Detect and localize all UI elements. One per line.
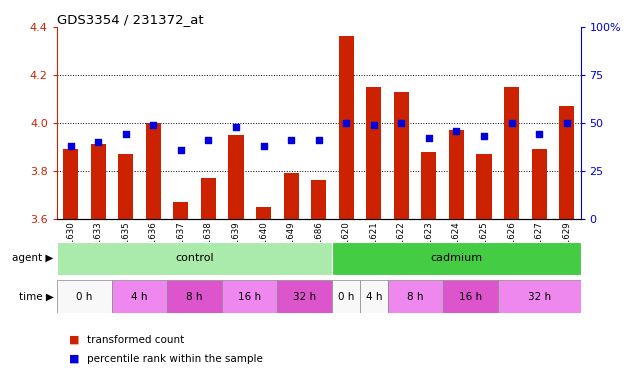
Bar (146, 123, 161, 219)
Point (479, 133, 489, 139)
Text: GDS3354 / 231372_at: GDS3354 / 231372_at (57, 13, 203, 26)
Bar (443, 280, 498, 313)
Text: 32 h: 32 h (293, 291, 316, 302)
Text: time ▶: time ▶ (19, 291, 54, 302)
Text: 32 h: 32 h (528, 291, 551, 302)
Text: 16 h: 16 h (459, 291, 482, 302)
Bar (112, 280, 167, 313)
Bar (91, 144, 106, 219)
Point (534, 131, 544, 137)
Bar (201, 178, 216, 219)
Bar (449, 130, 464, 219)
Bar (360, 280, 387, 313)
Point (314, 137, 324, 143)
Point (451, 127, 461, 134)
Bar (422, 152, 437, 219)
Bar (387, 280, 443, 313)
Text: 8 h: 8 h (186, 291, 203, 302)
Text: 4 h: 4 h (131, 291, 148, 302)
Point (507, 120, 517, 126)
Bar (504, 87, 519, 219)
Point (66, 143, 76, 149)
Bar (174, 202, 189, 219)
Point (259, 143, 269, 149)
Point (203, 137, 213, 143)
Bar (222, 280, 277, 313)
Text: ■: ■ (69, 335, 80, 345)
Text: percentile rank within the sample: percentile rank within the sample (87, 354, 263, 364)
Point (424, 135, 434, 141)
Bar (118, 154, 133, 219)
Point (341, 120, 351, 126)
Point (93, 139, 103, 145)
Bar (333, 242, 581, 275)
Bar (63, 149, 78, 219)
Point (176, 147, 186, 153)
Text: 4 h: 4 h (365, 291, 382, 302)
Bar (339, 36, 354, 219)
Text: ■: ■ (69, 354, 80, 364)
Point (562, 120, 572, 126)
Point (286, 137, 296, 143)
Bar (531, 149, 546, 219)
Bar (559, 106, 574, 219)
Bar (283, 173, 298, 219)
Text: agent ▶: agent ▶ (12, 253, 54, 263)
Text: 0 h: 0 h (338, 291, 355, 302)
Point (231, 124, 241, 130)
Point (148, 122, 158, 128)
Bar (366, 87, 381, 219)
Bar (167, 280, 222, 313)
Point (396, 120, 406, 126)
Text: 8 h: 8 h (407, 291, 423, 302)
Text: control: control (175, 253, 214, 263)
Bar (311, 180, 326, 219)
Text: 16 h: 16 h (238, 291, 261, 302)
Text: cadmium: cadmium (430, 253, 483, 263)
Point (121, 131, 131, 137)
Bar (498, 280, 581, 313)
Bar (57, 280, 112, 313)
Bar (228, 135, 244, 219)
Bar (476, 154, 492, 219)
Bar (394, 92, 409, 219)
Bar (277, 280, 333, 313)
Text: 0 h: 0 h (76, 291, 93, 302)
Point (369, 122, 379, 128)
Bar (333, 280, 360, 313)
Bar (57, 242, 333, 275)
Text: transformed count: transformed count (87, 335, 184, 345)
Bar (256, 207, 271, 219)
